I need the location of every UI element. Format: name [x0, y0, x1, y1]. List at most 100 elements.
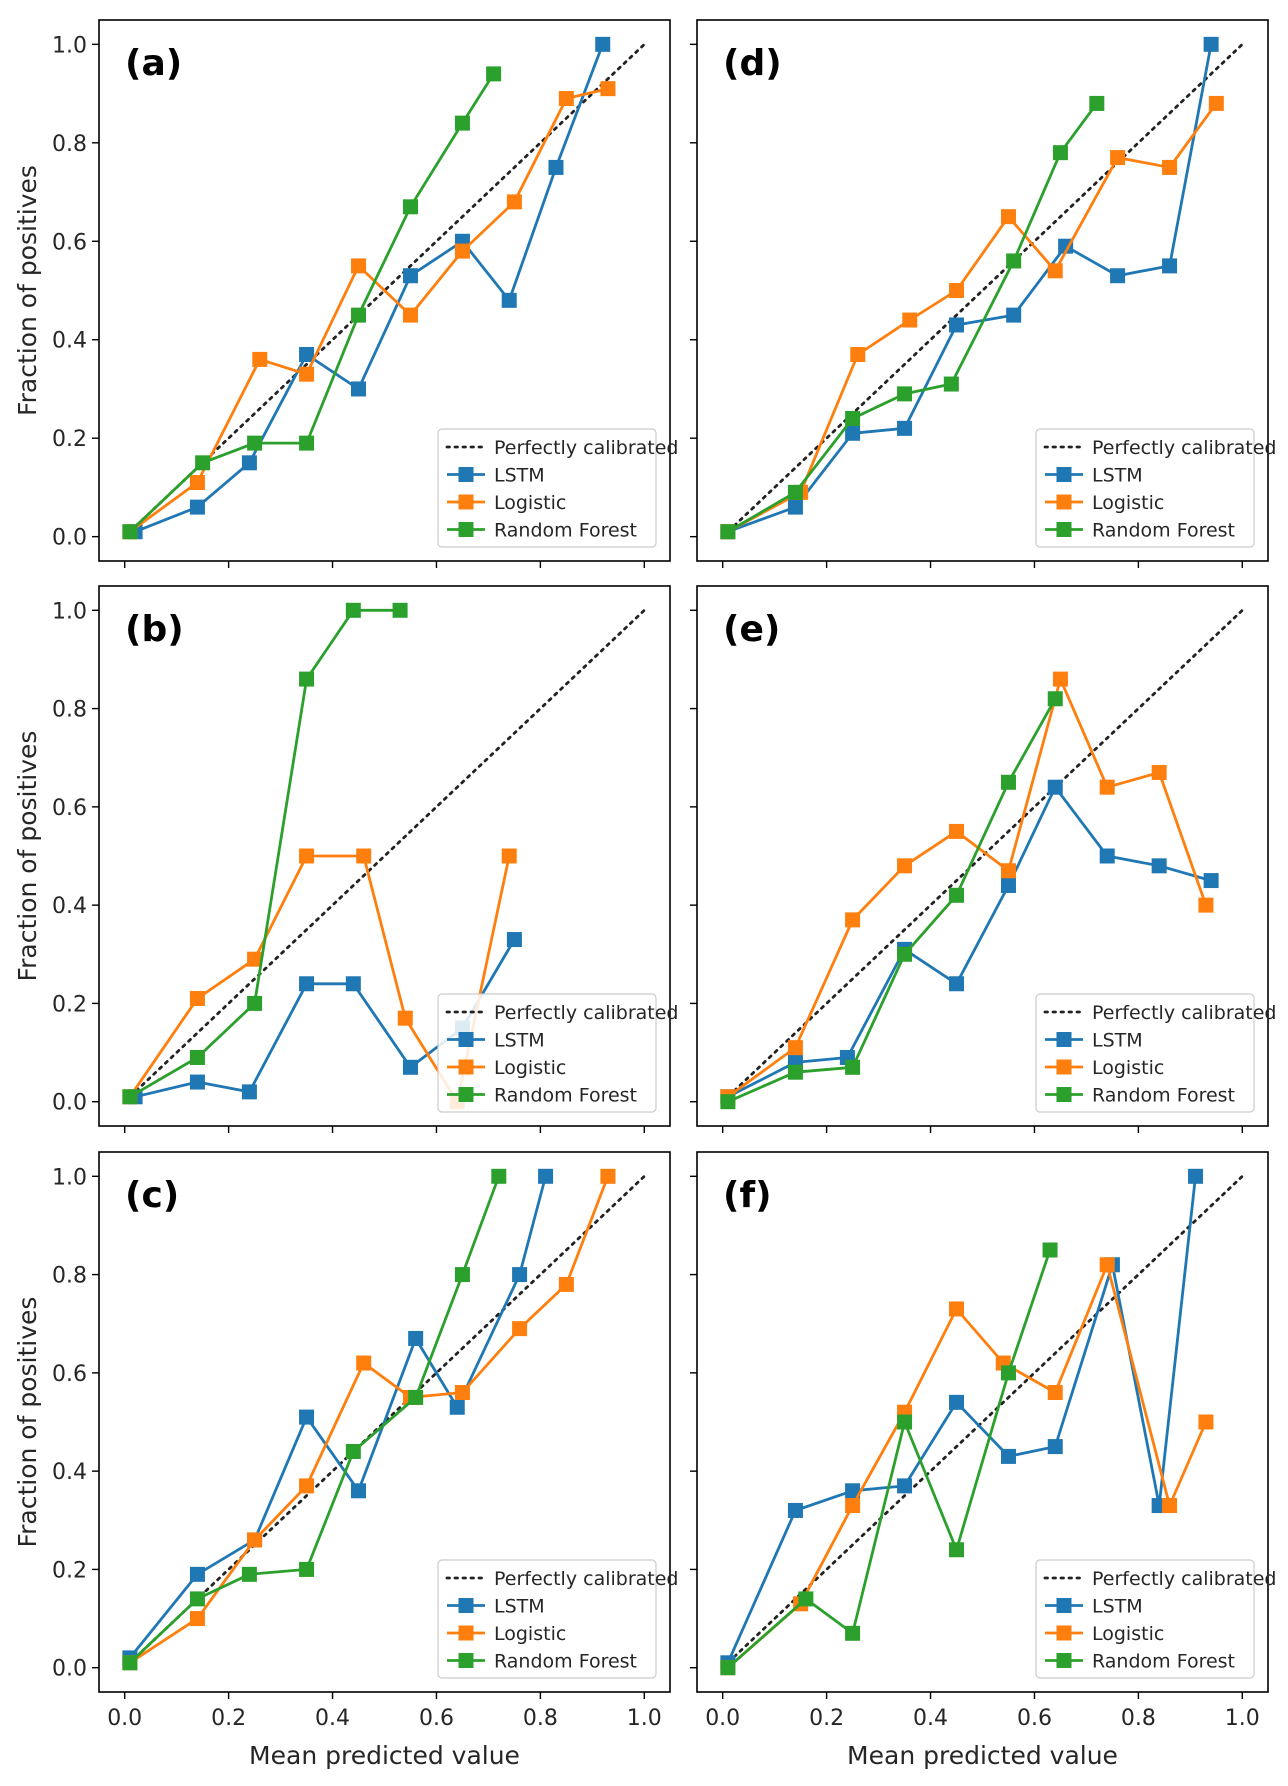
perfectly-calibrated-line: [721, 42, 1244, 539]
legend: Perfectly calibrated LSTM Logistic Random F…: [437, 1559, 678, 1679]
random-forest-point: [351, 307, 367, 323]
random-forest-point: [1052, 145, 1068, 161]
random-forest-line: [129, 608, 401, 1099]
random-forest-point: [787, 1064, 803, 1080]
logistic-point: [1052, 671, 1068, 687]
logistic-point: [356, 1355, 372, 1371]
random-forest-point: [408, 1389, 424, 1405]
logistic-point: [501, 848, 517, 864]
random-forest-point: [897, 386, 913, 402]
random-forest-point: [720, 1094, 736, 1110]
perfectly-calibrated-line: [123, 1174, 646, 1670]
logistic-point: [252, 351, 268, 367]
legend-box: [1035, 1559, 1255, 1679]
random-forest-point: [1000, 774, 1016, 790]
x-tick-label: 0.4: [315, 1706, 350, 1731]
y-tick-label: 0.6: [52, 230, 87, 255]
panel-label: (c): [125, 1175, 179, 1216]
panel-f: 0.0 0.2 0.4 0.6 0.8 1.0 Mean predicted value Pe…: [690, 1151, 1276, 1770]
legend-label: Logistic: [494, 1057, 566, 1079]
legend-label: Logistic: [1092, 492, 1164, 514]
legend-label: Random Forest: [1092, 1651, 1235, 1673]
y-tick-label: 0.4: [52, 329, 87, 354]
legend-box: [437, 1559, 657, 1679]
random-forest-point: [897, 946, 913, 962]
legend-label: Logistic: [494, 1623, 566, 1645]
perfectly-calibrated-line: [123, 608, 646, 1104]
legend: Perfectly calibrated LSTM Logistic Random F…: [1035, 428, 1276, 548]
legend-label: Perfectly calibrated: [494, 437, 678, 459]
random-forest-point: [1000, 1365, 1016, 1381]
panel-label: (d): [723, 43, 782, 84]
random-forest-point: [195, 455, 211, 471]
legend-swatch-marker: [458, 1059, 474, 1075]
random-forest-point: [122, 1655, 138, 1671]
logistic-line: [727, 677, 1208, 1098]
logistic-point: [189, 991, 205, 1007]
legend-label: Random Forest: [1092, 1085, 1235, 1107]
y-axis-title: Fraction of positives: [13, 165, 42, 416]
logistic-point: [1099, 779, 1115, 795]
legend-label: LSTM: [494, 1596, 545, 1618]
legend-box: [437, 993, 657, 1113]
lstm-point: [1047, 779, 1063, 795]
logistic-point: [558, 90, 574, 106]
y-tick-label: 0.0: [52, 1657, 87, 1682]
logistic-point: [949, 1301, 965, 1317]
random-forest-point: [392, 602, 408, 618]
legend-label: Random Forest: [1092, 520, 1235, 542]
logistic-point: [1208, 95, 1224, 111]
lstm-point: [241, 455, 257, 471]
legend-label: LSTM: [1092, 1030, 1143, 1052]
lstm-point: [1162, 258, 1178, 274]
logistic-point: [1162, 1498, 1178, 1514]
legend-box: [1035, 428, 1255, 548]
lstm-point: [189, 1566, 205, 1582]
legend: Perfectly calibrated LSTM Logistic Random F…: [1035, 1559, 1276, 1679]
legend-swatch-marker: [1056, 522, 1072, 537]
lstm-point: [1047, 1439, 1063, 1455]
random-forest-point: [949, 887, 965, 903]
random-forest-point: [247, 995, 263, 1011]
logistic-point: [902, 312, 918, 328]
legend-swatch-marker: [1056, 1032, 1072, 1047]
panel-label: (e): [723, 609, 780, 650]
random-forest-point: [189, 1049, 205, 1065]
panel-label: (f): [723, 1175, 772, 1216]
x-tick-label: 0.6: [419, 1706, 454, 1731]
random-forest-point: [486, 66, 502, 82]
x-tick-label: 0.6: [1017, 1706, 1052, 1731]
logistic-point: [1047, 263, 1063, 279]
random-forest-point: [122, 524, 138, 540]
lstm-point: [1203, 36, 1219, 52]
x-tick-label: 0.8: [1121, 1706, 1156, 1731]
legend-swatch-marker: [458, 1625, 474, 1641]
y-tick-label: 0.2: [52, 992, 87, 1017]
lstm-point: [506, 932, 522, 948]
lstm-point: [845, 1483, 861, 1499]
y-tick-label: 1.0: [52, 1165, 87, 1190]
lstm-line: [134, 43, 605, 534]
lstm-point: [897, 1478, 913, 1494]
legend-box: [1035, 993, 1255, 1113]
legend-box: [437, 428, 657, 548]
logistic-point: [454, 1385, 470, 1401]
legend-swatch-marker: [1056, 1059, 1072, 1075]
y-axis-title: Fraction of positives: [13, 731, 42, 982]
y-axis-title: Fraction of positives: [13, 1297, 42, 1548]
logistic-point: [845, 912, 861, 928]
lstm-point: [1110, 268, 1126, 284]
random-forest-point: [897, 1414, 913, 1430]
logistic-line: [129, 87, 609, 533]
legend-swatch-marker: [458, 1032, 474, 1047]
random-forest-point: [845, 1625, 861, 1641]
random-forest-point: [1042, 1242, 1058, 1258]
y-tick-label: 0.8: [52, 698, 87, 723]
legend-swatch-marker: [1056, 1087, 1072, 1102]
lstm-point: [548, 159, 564, 175]
x-tick-label: 1.0: [627, 1706, 662, 1731]
legend-label: Perfectly calibrated: [1092, 437, 1276, 459]
legend-swatch-marker: [458, 494, 474, 510]
lstm-line: [727, 785, 1212, 1099]
random-forest-point: [845, 1059, 861, 1075]
